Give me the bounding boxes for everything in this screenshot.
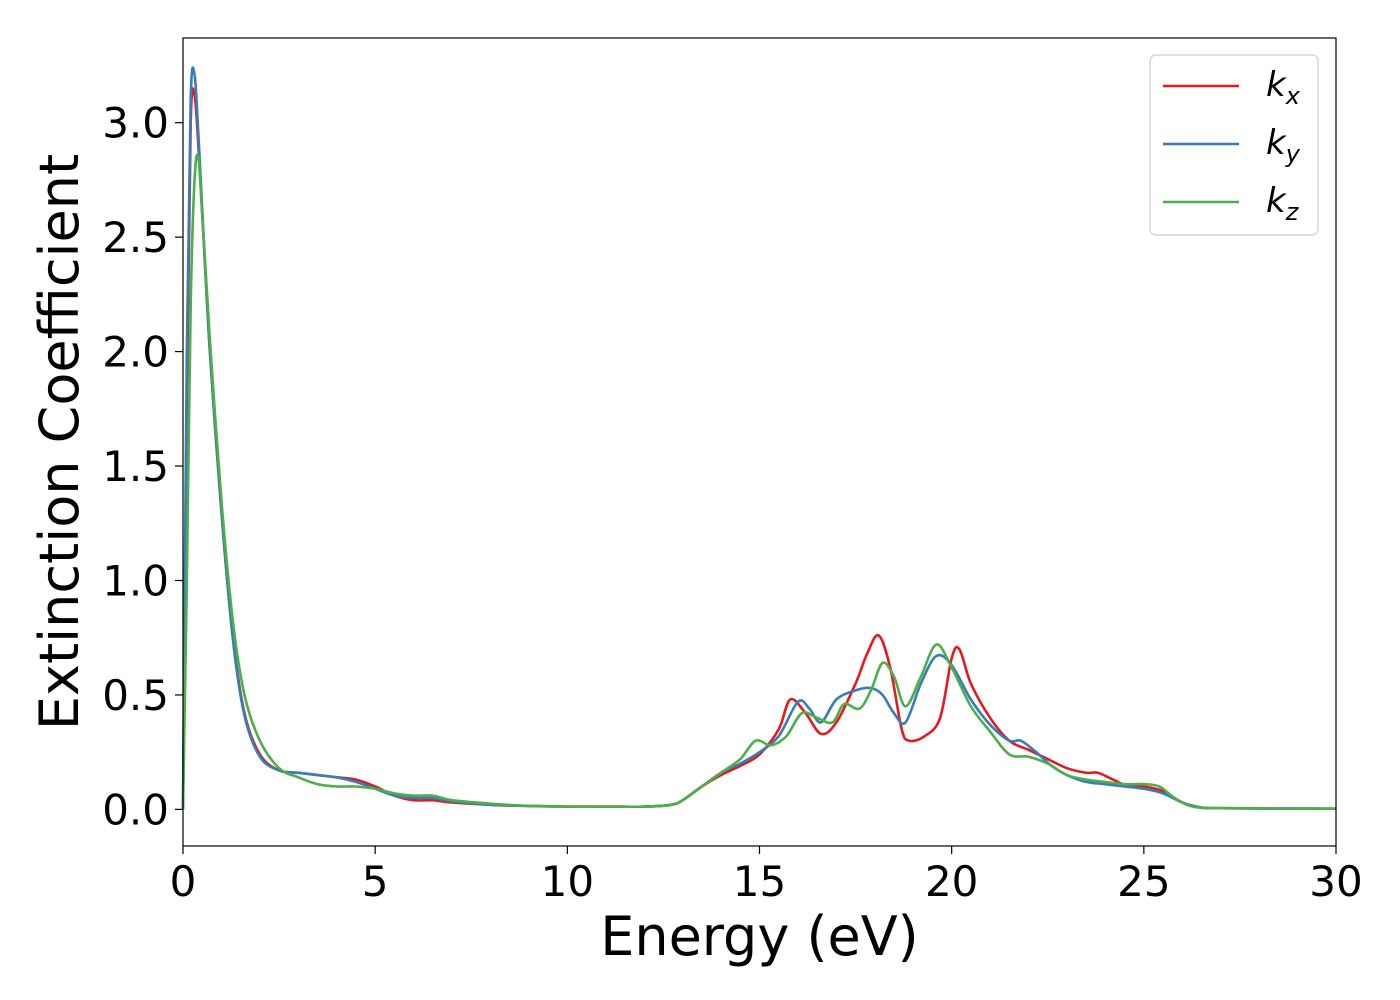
- y-tick-label: 1.5: [102, 442, 169, 491]
- plot-lines: [181, 66, 1337, 810]
- y-axis: 0.0 0.5 1.0 1.5 2.0 2.5 3.0: [102, 99, 183, 834]
- legend: kx ky kz: [1149, 54, 1319, 236]
- legend-label-kx: kx: [1266, 65, 1301, 110]
- legend-label-ky: ky: [1266, 123, 1301, 168]
- y-tick-label: 0.0: [102, 785, 169, 834]
- x-tick-label: 10: [541, 857, 594, 906]
- y-tick-label: 1.0: [102, 556, 169, 605]
- series-line-kz: [181, 153, 1337, 810]
- y-tick-label: 2.5: [102, 213, 169, 262]
- x-tick-label: 5: [362, 857, 389, 906]
- x-tick-label: 30: [1309, 857, 1362, 906]
- x-tick-label: 15: [733, 857, 786, 906]
- x-axis-title: Energy (eV): [600, 905, 919, 968]
- y-tick-label: 2.0: [102, 328, 169, 377]
- x-axis: 0 5 10 15 20 25 30: [170, 846, 1363, 906]
- legend-label-kz: kz: [1266, 181, 1300, 226]
- y-axis-title: Extinction Coefficient: [28, 154, 91, 730]
- y-tick-label: 0.5: [102, 671, 169, 720]
- x-tick-label: 25: [1117, 857, 1170, 906]
- y-tick-label: 3.0: [102, 99, 169, 148]
- x-tick-label: 20: [925, 857, 978, 906]
- x-tick-label: 0: [170, 857, 197, 906]
